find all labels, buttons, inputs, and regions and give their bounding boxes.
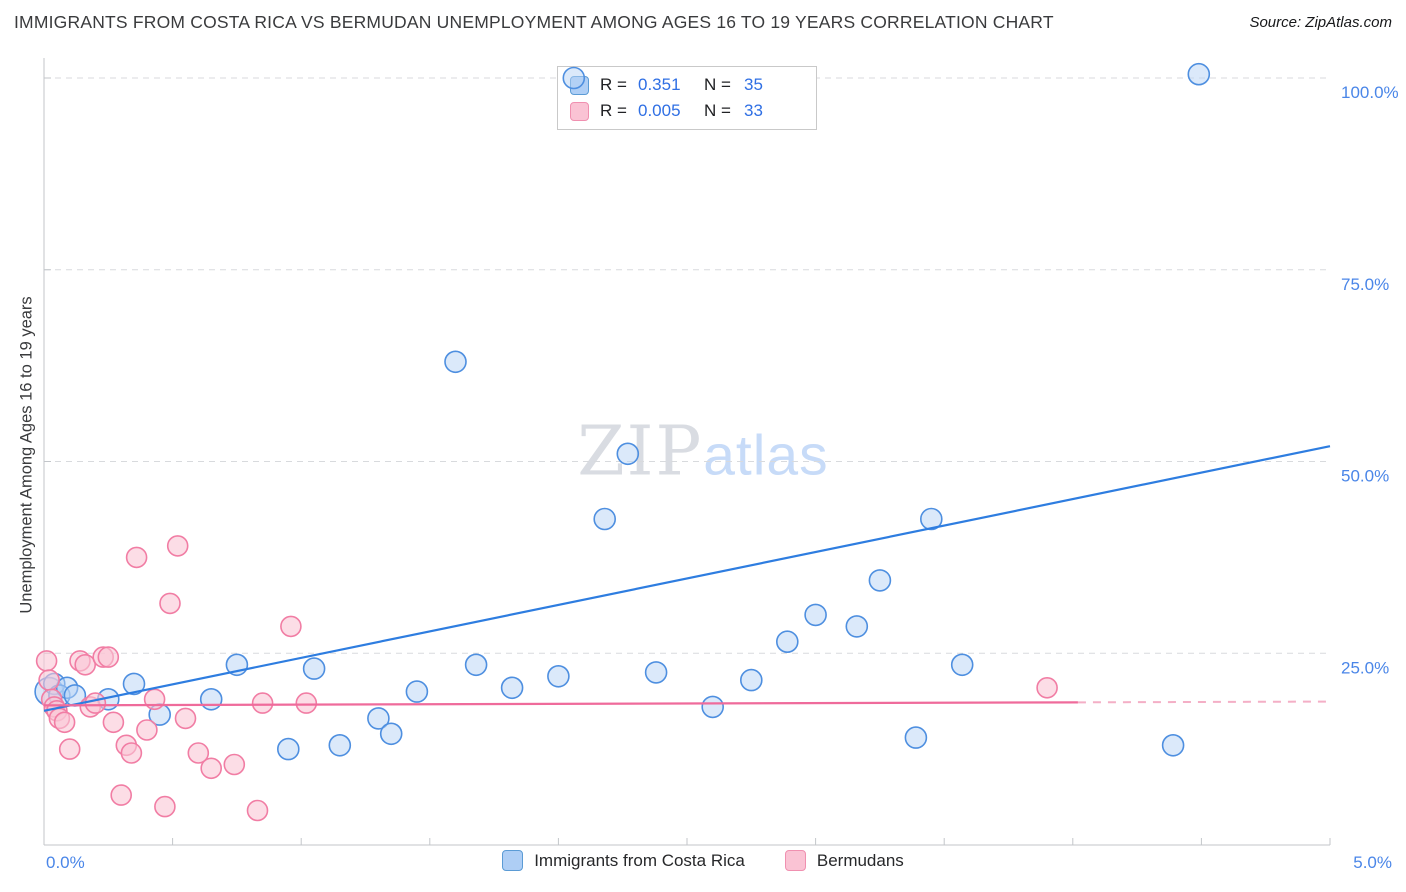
correlation-legend-row-bermudans: R = 0.005 N = 33: [570, 101, 804, 121]
scatter-point-costa-rica[interactable]: [500, 676, 524, 700]
scatter-point-costa-rica[interactable]: [199, 687, 223, 711]
scatter-point-costa-rica[interactable]: [739, 668, 763, 692]
scatter-point-costa-rica[interactable]: [405, 680, 429, 703]
watermark: ZIPatlas: [577, 413, 828, 492]
y-tick-label: 75.0%: [1341, 275, 1389, 294]
scatter-point-bermudans[interactable]: [58, 738, 81, 760]
y-tick-label: 50.0%: [1341, 467, 1389, 486]
scatter-point-costa-rica[interactable]: [950, 653, 974, 677]
r-label: R =: [600, 75, 627, 94]
scatter-point-bermudans[interactable]: [295, 692, 318, 714]
scatter-point-costa-rica[interactable]: [868, 569, 892, 592]
scatter-point-bermudans[interactable]: [120, 742, 143, 764]
x-min-label: 0.0%: [46, 853, 85, 872]
scatter-point-bermudans[interactable]: [125, 546, 148, 569]
source-label: Source: ZipAtlas.com: [1249, 14, 1392, 31]
y-axis-title: Unemployment Among Ages 16 to 19 years: [17, 296, 36, 614]
scatter-point-costa-rica[interactable]: [845, 615, 869, 638]
y-tick-label: 25.0%: [1341, 658, 1389, 677]
n-value: 35: [744, 75, 763, 94]
watermark-zip: ZIP: [577, 412, 704, 492]
scatter-point-costa-rica[interactable]: [919, 507, 943, 531]
correlation-legend-row-costa-rica: R = 0.351 N = 35: [570, 75, 804, 95]
series-legend-item-costa-rica[interactable]: Immigrants from Costa Rica: [502, 850, 745, 871]
scatter-point-costa-rica[interactable]: [328, 733, 352, 757]
n-value: 33: [744, 101, 763, 120]
r-value: 0.351: [638, 75, 681, 94]
bermudans-swatch-icon: [570, 101, 589, 121]
trend-line: [43, 701, 1078, 707]
scatter-point-bermudans[interactable]: [35, 650, 58, 672]
scatter-point-costa-rica[interactable]: [464, 653, 488, 677]
scatter-point-costa-rica[interactable]: [1161, 733, 1185, 757]
costa-rica-swatch-icon: [502, 850, 524, 871]
scatter-point-bermudans[interactable]: [1036, 676, 1058, 699]
correlation-legend: R = 0.351 N = 35 R = 0.005 N = 33: [557, 66, 817, 130]
scatter-point-costa-rica[interactable]: [804, 603, 827, 627]
scatter-point-bermudans[interactable]: [74, 653, 96, 676]
scatter-point-bermudans[interactable]: [102, 711, 125, 734]
scatter-point-costa-rica[interactable]: [644, 661, 668, 684]
scatter-point-bermudans[interactable]: [159, 592, 181, 615]
r-label: R =: [600, 101, 627, 120]
n-label: N =: [704, 101, 731, 120]
scatter-point-bermudans[interactable]: [187, 742, 210, 764]
scatter-point-bermudans[interactable]: [136, 719, 158, 741]
r-value: 0.005: [638, 101, 681, 120]
scatter-point-bermudans[interactable]: [200, 757, 222, 780]
n-label: N =: [704, 75, 731, 94]
x-max-label: 5.0%: [1353, 853, 1392, 872]
scatter-point-costa-rica[interactable]: [276, 737, 300, 761]
scatter-point-bermudans[interactable]: [110, 784, 132, 806]
scatter-point-bermudans[interactable]: [53, 711, 76, 734]
watermark-atlas: atlas: [703, 423, 829, 488]
scatter-point-bermudans[interactable]: [280, 615, 302, 638]
scatter-point-costa-rica[interactable]: [616, 442, 640, 466]
scatter-point-costa-rica[interactable]: [701, 695, 725, 719]
scatter-point-bermudans[interactable]: [38, 669, 60, 691]
scatter-point-bermudans[interactable]: [174, 707, 197, 730]
scatter-point-costa-rica[interactable]: [444, 350, 467, 374]
scatter-point-bermudans[interactable]: [97, 646, 120, 668]
scatter-point-costa-rica[interactable]: [379, 722, 403, 746]
bermudans-swatch-icon: [784, 850, 806, 871]
scatter-point-costa-rica[interactable]: [1187, 62, 1211, 86]
scatter-point-costa-rica[interactable]: [593, 507, 617, 531]
trend-line: [1077, 700, 1331, 704]
scatter-point-bermudans[interactable]: [246, 799, 269, 822]
trend-line: [43, 445, 1331, 712]
scatter-point-costa-rica[interactable]: [122, 672, 146, 696]
scatter-point-bermudans[interactable]: [223, 753, 246, 776]
scatter-point-costa-rica[interactable]: [904, 726, 928, 749]
series-legend-label: Immigrants from Costa Rica: [534, 850, 745, 870]
scatter-point-costa-rica[interactable]: [367, 707, 390, 730]
series-legend-label: Bermudans: [816, 850, 904, 870]
scatter-point-costa-rica[interactable]: [302, 657, 326, 680]
scatter-point-bermudans[interactable]: [154, 795, 176, 818]
scatter-point-costa-rica[interactable]: [775, 630, 799, 654]
scatter-point-bermudans[interactable]: [84, 692, 107, 714]
series-legend: Immigrants from Costa Rica Bermudans: [0, 850, 1406, 871]
y-tick-label: 100.0%: [1341, 83, 1399, 102]
scatter-point-bermudans[interactable]: [166, 535, 189, 557]
scatter-point-costa-rica[interactable]: [547, 664, 570, 688]
scatter-point-bermudans[interactable]: [251, 692, 274, 714]
scatter-point-bermudans[interactable]: [143, 688, 166, 711]
costa-rica-swatch-icon: [570, 75, 589, 95]
page-title: IMMIGRANTS FROM COSTA RICA VS BERMUDAN U…: [14, 12, 1054, 32]
series-legend-item-bermudans[interactable]: Bermudans: [784, 850, 904, 871]
